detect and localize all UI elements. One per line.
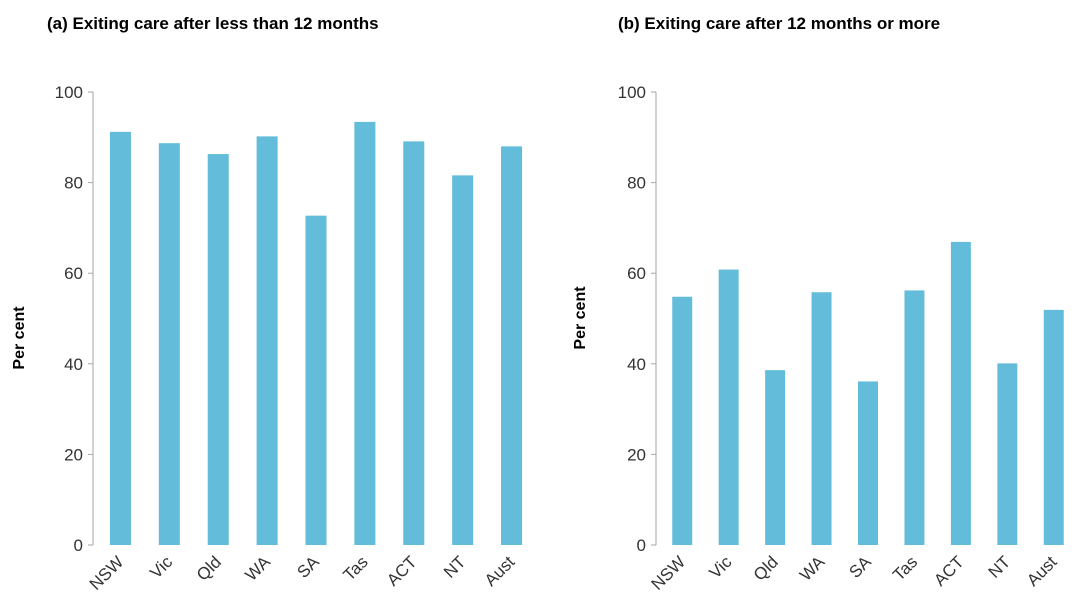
chart-a-x-tick-label: Qld	[193, 552, 225, 584]
chart-a-bar-sa	[305, 215, 327, 545]
chart-b-y-tick-label: 60	[627, 264, 646, 283]
chart-b-y-tick-label: 20	[627, 445, 646, 464]
chart-b-y-axis-label: Per cent	[572, 286, 589, 350]
chart-b-x-tick-label: WA	[796, 552, 829, 585]
chart-b-bar-vic	[718, 269, 739, 545]
chart-b-bar-act	[950, 241, 971, 545]
chart-b-y-tick-label: 80	[627, 174, 646, 193]
chart-b-y-tick-label: 40	[627, 355, 646, 374]
chart-b-y-tick-label: 0	[637, 536, 646, 555]
chart-b-x-tick-label: Tas	[889, 552, 921, 584]
chart-a-bar-nsw	[109, 131, 131, 545]
chart-a-x-tick-label: WA	[242, 552, 275, 585]
chart-a-y-tick-label: 20	[64, 445, 83, 464]
chart-b-x-tick-label: SA	[845, 552, 875, 582]
chart-b-bar-nsw	[672, 296, 693, 545]
chart-a-y-tick-label: 0	[74, 536, 83, 555]
chart-a-bar-act	[403, 141, 425, 545]
chart-a-bar-aust	[501, 146, 523, 546]
chart-b: 0 20 40 60 80 100 Per cent NSW Vic Qld WA SA Tas ACT N…	[572, 83, 1064, 594]
chart-a-x-tick-label: Aust	[481, 552, 519, 590]
chart-a-x-tick-label: NSW	[86, 552, 127, 593]
chart-b-y-tick-label: 100	[618, 83, 646, 102]
chart-a-x-tick-label: Tas	[340, 552, 372, 584]
chart-a-y-tick-label: 60	[64, 264, 83, 283]
chart-b-bar-nt	[997, 363, 1018, 545]
chart-b-x-tick-label: NSW	[648, 552, 689, 593]
chart-a-bar-qld	[207, 154, 229, 545]
chart-b-x-tick-label: NT	[985, 552, 1014, 581]
chart-a-y-tick-label: 100	[55, 83, 83, 102]
chart-a-y-axis-label: Per cent	[11, 306, 28, 370]
chart-b-x-tick-label: ACT	[930, 552, 967, 589]
chart-a-title: (a) Exiting care after less than 12 mont…	[47, 14, 379, 33]
chart-a-y-tick-label: 40	[64, 355, 83, 374]
chart-a-bar-vic	[158, 143, 180, 545]
chart-b-bar-qld	[765, 370, 786, 545]
chart-a-x-tick-label: Vic	[146, 552, 176, 582]
chart-a: 0 20 40 60 80 100 Per cent NSW Vic Qld WA SA Tas ACT N…	[11, 83, 523, 594]
chart-a-bar-wa	[256, 136, 278, 546]
chart-b-title: (b) Exiting care after 12 months or more	[618, 14, 941, 33]
chart-a-y-tick-label: 80	[64, 174, 83, 193]
chart-a-bar-nt	[452, 175, 474, 546]
chart-b-x-tick-label: Aust	[1023, 552, 1061, 590]
chart-a-x-tick-label: ACT	[383, 552, 420, 589]
chart-b-bar-wa	[811, 292, 832, 545]
chart-a-x-tick-label: NT	[440, 552, 469, 581]
chart-b-x-tick-label: Vic	[706, 552, 736, 582]
chart-b-bar-tas	[904, 290, 925, 545]
chart-b-x-tick-label: Qld	[750, 552, 782, 584]
chart-a-bar-tas	[354, 121, 376, 545]
chart-b-bar-sa	[858, 381, 878, 545]
chart-a-x-tick-label: SA	[293, 552, 323, 582]
chart-b-bar-aust	[1043, 309, 1064, 545]
